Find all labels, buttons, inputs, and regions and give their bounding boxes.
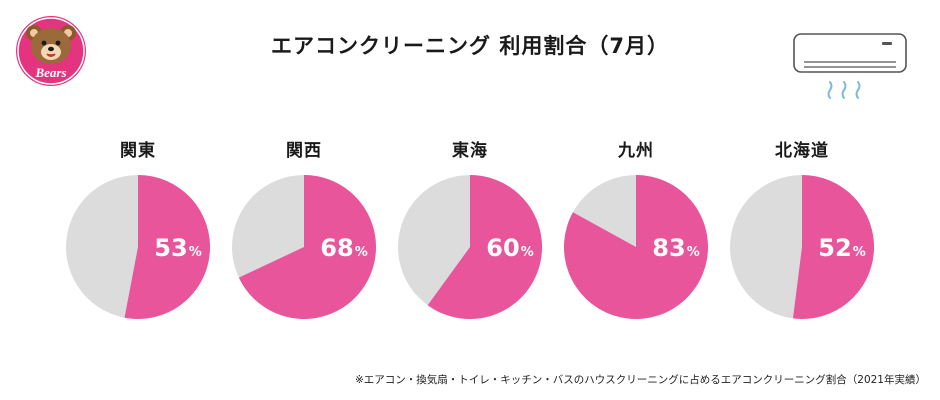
- pie: 83%: [564, 175, 709, 319]
- chart-title: エアコンクリーニング 利用割合（7月）: [271, 34, 669, 58]
- pie-share-slice: [238, 175, 376, 319]
- pie: 60%: [398, 175, 542, 319]
- pie-chart-kanto: 関東 53%: [63, 136, 213, 326]
- pie-share-slice: [564, 175, 709, 319]
- region-label: 関西: [286, 141, 322, 161]
- region-label: 九州: [618, 141, 654, 161]
- pie: 68%: [232, 175, 376, 319]
- logo-text: Bears: [34, 65, 66, 80]
- footnote: ※エアコン・換気扇・トイレ・キッチン・バスのハウスクリーニングに占めるエアコンク…: [354, 374, 926, 386]
- region-label: 東海: [452, 141, 488, 161]
- pie-value-label: 60%: [486, 234, 533, 262]
- pie-value-label: 53%: [154, 234, 201, 262]
- cool-air-icon: [827, 81, 861, 99]
- pie: 52%: [730, 175, 875, 319]
- pie-value-label: 83%: [652, 234, 699, 262]
- bears-logo: Bears: [16, 16, 86, 86]
- air-conditioner-icon: [793, 33, 907, 99]
- pie-value-label: 68%: [320, 234, 367, 262]
- pie-chart-kansai: 関西 68%: [229, 136, 379, 326]
- pie-chart-hokkaido: 北海道 52%: [727, 136, 877, 326]
- pie-value-label: 52%: [818, 234, 865, 262]
- pie-chart-tokai: 東海 60%: [395, 136, 545, 326]
- pie: 53%: [66, 175, 211, 319]
- pie-share-slice: [792, 175, 875, 319]
- pie-share-slice: [427, 175, 542, 319]
- pie-share-slice: [124, 175, 211, 319]
- region-label: 関東: [120, 141, 156, 161]
- pie-chart-kyushu: 九州 83%: [561, 136, 711, 326]
- region-label: 北海道: [775, 141, 829, 161]
